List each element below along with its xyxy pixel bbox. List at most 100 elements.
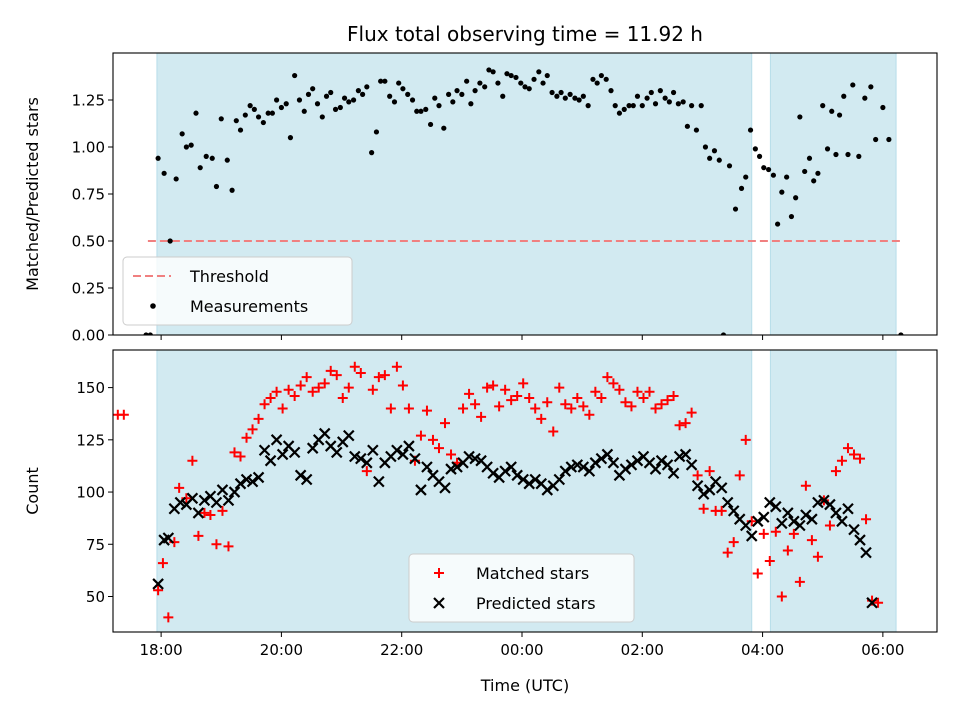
legend-label: Threshold <box>189 267 269 286</box>
measurement-point <box>726 163 733 169</box>
measurement-point <box>414 108 420 114</box>
measurement-point <box>188 142 194 148</box>
matched-star-point <box>584 409 595 420</box>
matched-star-point <box>153 585 164 596</box>
matched-star-point <box>686 407 697 418</box>
y-tick-label: 0.75 <box>72 186 105 204</box>
matched-star-point <box>861 514 872 525</box>
matched-star-point <box>476 411 487 422</box>
measurement-point <box>873 136 879 143</box>
matched-star-point <box>470 399 481 410</box>
x-tick-label: 02:00 <box>621 641 664 659</box>
matched-star-point <box>848 449 859 460</box>
measurement-point <box>224 157 230 163</box>
matched-star-point <box>770 526 781 537</box>
matched-star-point <box>397 380 408 391</box>
predicted-star-point <box>848 523 860 536</box>
matched-star-point <box>674 420 685 431</box>
matched-star-point <box>620 397 631 408</box>
matched-star-point <box>193 530 204 541</box>
matched-star-point <box>217 505 228 516</box>
measurement-point <box>824 146 831 152</box>
measurement-point <box>369 150 375 156</box>
matched-star-point <box>482 382 493 393</box>
measurement-point <box>886 136 892 143</box>
observing-window-2 <box>769 52 897 336</box>
measurement-point <box>504 71 510 77</box>
measurement-point <box>845 151 851 158</box>
measurement-point <box>436 103 442 109</box>
matched-star-point <box>812 551 823 562</box>
matched-star-point <box>229 447 240 458</box>
observing-window-2 <box>769 349 897 633</box>
measurement-point <box>594 80 600 86</box>
predicted-star-point <box>234 477 247 490</box>
measurement-point <box>477 80 483 86</box>
measurement-point <box>373 129 380 135</box>
measurement-point <box>337 104 343 111</box>
matched-star-point <box>488 380 499 391</box>
measurement-point <box>761 165 767 171</box>
measurement-point <box>558 89 564 96</box>
counts-legend: Matched stars Predicted stars <box>408 553 635 623</box>
matched-star-point <box>506 395 517 406</box>
measurement-point <box>626 103 632 109</box>
measurement-point <box>229 187 235 193</box>
measurement-point <box>815 170 821 176</box>
matched-star-point <box>764 555 775 566</box>
measurement-point <box>820 103 826 109</box>
matched-star-point <box>524 393 535 404</box>
measurement-point <box>572 95 578 101</box>
matched-star-point <box>265 393 276 404</box>
measurement-point <box>301 108 307 114</box>
y-tick-label: 100 <box>76 484 105 502</box>
predicted-star-point <box>487 467 499 480</box>
measurement-point <box>648 89 654 96</box>
y-tick-label: 50 <box>86 588 105 606</box>
measurement-point <box>310 86 316 92</box>
y-tick-label: 75 <box>86 536 105 554</box>
measurement-point <box>856 153 862 159</box>
measurement-point <box>707 155 713 161</box>
predicted-star-point <box>649 463 662 475</box>
measurement-point <box>251 106 257 112</box>
predicted-star-point <box>685 459 698 471</box>
measurement-point <box>788 213 795 220</box>
matched-star-point <box>458 403 469 414</box>
measurement-point <box>670 89 677 96</box>
matched-star-point <box>602 372 613 383</box>
matched-star-point <box>440 418 451 429</box>
measurement-point <box>652 101 659 107</box>
matched-star-point <box>608 378 619 389</box>
measurement-point <box>576 97 582 103</box>
measurement-point <box>350 97 357 103</box>
predicted-star-point <box>246 475 259 488</box>
measurement-point <box>314 101 321 107</box>
measurement-point <box>486 67 492 73</box>
predicted-star-point <box>505 461 517 473</box>
matched-star-point <box>421 405 432 416</box>
measurement-point <box>836 112 843 118</box>
measurement-point <box>183 144 189 150</box>
matched-star-point <box>722 547 733 558</box>
measurement-point <box>603 76 609 82</box>
matched-star-point <box>638 393 649 404</box>
measurement-point <box>898 332 904 335</box>
measurement-point <box>296 97 303 103</box>
measurement-point <box>391 99 398 105</box>
measurement-point <box>850 82 856 88</box>
measurement-point <box>396 80 402 86</box>
measurement-point <box>880 104 886 111</box>
measurement-point <box>409 97 416 103</box>
measurement-point <box>360 91 366 97</box>
measurement-point <box>612 103 618 109</box>
matched-star-point <box>157 558 168 569</box>
predicted-star-point <box>776 517 788 530</box>
matched-star-point <box>355 367 366 378</box>
matched-star-point <box>716 505 727 516</box>
measurement-point <box>482 84 488 90</box>
predicted-star-point <box>631 454 644 467</box>
measurement-point <box>608 88 614 94</box>
measurement-point <box>179 131 185 137</box>
predicted-star-point <box>577 461 590 473</box>
